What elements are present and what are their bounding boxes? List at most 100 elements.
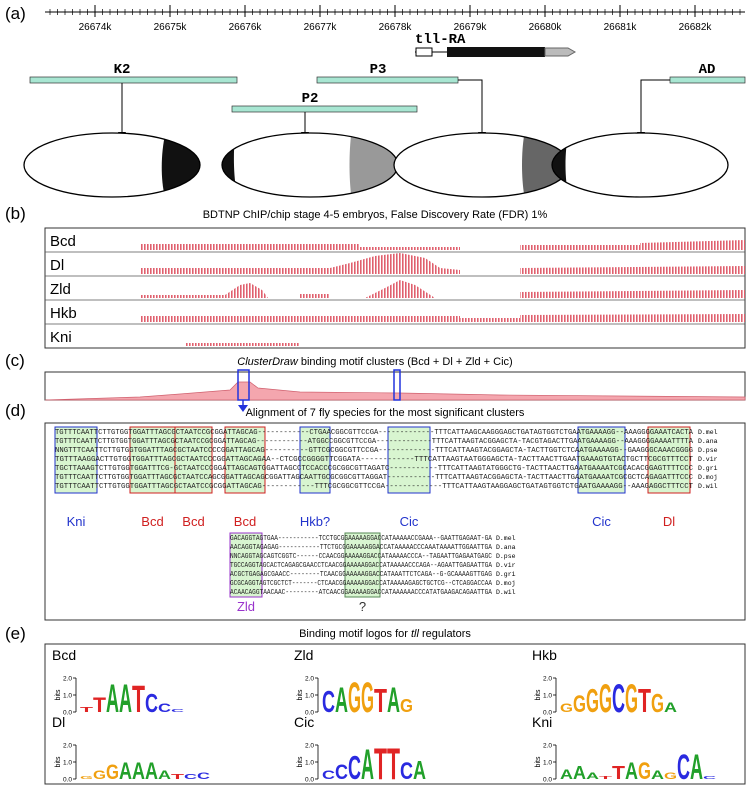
motif-box xyxy=(344,532,381,598)
species-label: D.ana xyxy=(496,544,516,551)
sequence-row: TGTTTCAATTCTTGTGGTGGATTTAGCGCTAATCCGCGGA… xyxy=(55,429,694,437)
logo-letter: A xyxy=(560,767,573,782)
motif-label: Zld xyxy=(237,599,255,614)
enhancer-bar xyxy=(231,105,418,113)
logo-letter: C xyxy=(197,771,210,781)
logo-letter: G xyxy=(586,682,599,719)
logo-letter: G xyxy=(651,689,664,718)
logo-letter: G xyxy=(664,771,677,781)
sequence-row: TGTTTCAATTCTTGTGGTGGATTTAGCGCTAATCCGCGGA… xyxy=(55,438,694,446)
logo-letter: T xyxy=(171,772,185,780)
track-label: Zld xyxy=(50,281,71,298)
logo-letter: A xyxy=(145,758,158,785)
sequence-row: TGCCAGGTAGCACTCAGAGCGAACCTCAACGGAAAAAGGA… xyxy=(230,562,493,570)
logo-tick-label: 2.0 xyxy=(543,743,552,750)
motif-label: Bcd xyxy=(141,514,163,529)
ruler-tick-label: 26679k xyxy=(454,22,488,33)
logo-letter: G xyxy=(93,769,106,782)
motif-label: Bcd xyxy=(234,514,256,529)
logo-letter: A xyxy=(387,679,400,719)
logo-letter: C xyxy=(348,749,361,786)
logo-letter: T xyxy=(638,682,651,719)
logo-tick-label: 1.0 xyxy=(543,760,552,767)
ruler-tick-label: 26675k xyxy=(154,22,188,33)
cluster-highlight xyxy=(393,369,401,401)
logo-letter: A xyxy=(335,679,348,719)
motif-label: Cic xyxy=(592,514,611,529)
sequence-row: GACAGGTAGTGAA-----------TCCTGCGGAAAAAGGA… xyxy=(230,535,493,543)
logo-tick-label: 2.0 xyxy=(543,676,552,683)
cluster-profile xyxy=(44,381,746,401)
logo-letter: G xyxy=(625,676,638,721)
logo-letter: T xyxy=(599,775,613,780)
logo-name: Bcd xyxy=(52,647,76,663)
utr-3 xyxy=(544,47,577,57)
logo-letter: T xyxy=(612,762,626,783)
logo-title-gene: tll xyxy=(411,628,420,640)
motif-label: Cic xyxy=(400,514,419,529)
logo-tick-label: 2.0 xyxy=(63,743,72,750)
chip-signal xyxy=(140,240,745,250)
logo-letter: A xyxy=(361,740,374,786)
species-label: D.wil xyxy=(698,483,718,490)
species-label: D.pse xyxy=(496,553,516,560)
logo-tick-label: 0.0 xyxy=(63,710,72,717)
track-label: Hkb xyxy=(50,305,77,322)
logo-name: Cic xyxy=(294,714,314,730)
logo-box xyxy=(44,643,746,785)
panel-label: (c) xyxy=(5,351,25,370)
sequence-row: NNGTTTCAATTCTTGTGGTGGATTTAGCGCTAATCCCCGG… xyxy=(55,447,693,455)
logo-tick-label: 0.0 xyxy=(305,710,314,717)
logo-letter: C xyxy=(158,702,171,715)
sequence-row: TGTTTCAATTCTTGTGGTGGATTTAGCGCTAATCCGCGGA… xyxy=(55,483,693,491)
cluster-title: ClusterDraw binding motif clusters (Bcd … xyxy=(237,356,512,368)
ruler-tick-label: 26681k xyxy=(604,22,638,33)
logo-axis-label: bits xyxy=(535,756,542,767)
motif-box xyxy=(387,426,431,494)
logo-letter: C xyxy=(145,689,158,718)
chip-signal xyxy=(140,314,745,322)
logo-tick-label: 1.0 xyxy=(305,693,314,700)
track-label: Kni xyxy=(50,329,72,346)
species-label: D.mel xyxy=(698,429,718,436)
logo-name: Kni xyxy=(532,714,552,730)
logo-letter: A xyxy=(573,762,586,783)
arrow xyxy=(640,79,670,134)
motif-box xyxy=(174,426,213,494)
logo-letter: A xyxy=(106,676,119,721)
motif-box xyxy=(299,426,331,494)
enhancer-label: AD xyxy=(699,62,716,78)
logo-name: Dl xyxy=(52,714,65,730)
arrowhead xyxy=(238,405,248,412)
logo-letter: C xyxy=(171,708,184,713)
logo-title: Binding motif logos for tll regulators xyxy=(299,628,471,640)
logo-tick-label: 0.0 xyxy=(305,777,314,784)
logo-tick-label: 1.0 xyxy=(63,693,72,700)
logo-title-start: Binding motif logos for xyxy=(299,628,411,640)
logo-name: Zld xyxy=(294,647,313,663)
gene-name: tll-RA xyxy=(415,32,466,48)
species-label: D.ana xyxy=(698,438,718,445)
species-label: D.moj xyxy=(698,474,718,481)
species-label: D.mel xyxy=(496,535,516,542)
motif-label: Dl xyxy=(663,514,675,529)
chip-signal xyxy=(140,280,745,298)
logo-tick-label: 2.0 xyxy=(305,676,314,683)
logo-letter: A xyxy=(132,758,145,785)
logo-letter: A xyxy=(664,700,677,715)
ruler-tick-label: 26676k xyxy=(229,22,263,33)
arrow xyxy=(458,79,483,134)
species-label: D.gri xyxy=(698,465,718,472)
track-label: Bcd xyxy=(50,233,76,250)
utr xyxy=(415,47,433,57)
logo-letter: C xyxy=(612,676,625,721)
logo-letter: G xyxy=(361,673,374,721)
motif-box xyxy=(54,426,98,494)
logo-letter: A xyxy=(690,746,703,786)
logo-tick-label: 1.0 xyxy=(305,760,314,767)
chip-signal xyxy=(185,343,300,346)
exon xyxy=(447,47,545,57)
logo-letter: A xyxy=(119,676,132,721)
panel-label: (a) xyxy=(5,4,26,23)
logo-letter: C xyxy=(322,769,335,782)
